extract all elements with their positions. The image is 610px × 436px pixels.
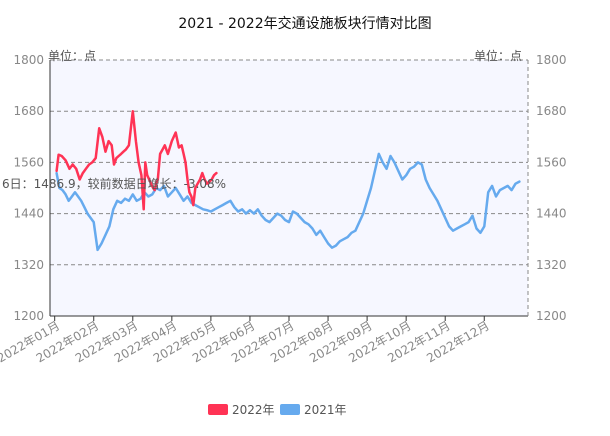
y-tick-labels-left: 1200 1320 1440 1560 1680 1800	[13, 53, 44, 323]
legend-swatch	[208, 404, 228, 415]
series-line-2021	[55, 152, 521, 252]
grid-lines	[50, 59, 528, 266]
y-tick-label-left: 1800	[13, 53, 44, 67]
legend-entry: 2022年	[232, 403, 275, 417]
x-tick-labels: 2022年01月2022年02月2022年03月2022年04月2022年05月…	[0, 316, 492, 366]
series-line-2022	[55, 109, 218, 211]
y-tick-label-right: 1800	[536, 53, 567, 67]
series-layer	[55, 109, 521, 252]
y-tick-label-left: 1560	[13, 155, 44, 169]
y-tick-label-right: 1680	[536, 104, 567, 118]
y-tick-label-right: 1440	[536, 207, 567, 221]
legend: 2022年 2021年	[208, 403, 347, 417]
plot-area	[50, 60, 528, 316]
y-tick-label-left: 1440	[13, 207, 44, 221]
y-tick-label-right: 1200	[536, 309, 567, 323]
y-tick-label-left: 1680	[13, 104, 44, 118]
y-tick-label-right: 1320	[536, 258, 567, 272]
chart-title: 2021 - 2022年交通设施板块行情对比图	[178, 15, 431, 32]
legend-swatch	[280, 404, 300, 415]
tooltip-annotation: 月6日：1486.9，较前数据日增长：-3.08%	[0, 176, 226, 191]
y-tick-labels-right: 1200 1320 1440 1560 1680 1800	[536, 53, 567, 323]
y-unit-label-right: 单位：点	[474, 48, 522, 63]
y-unit-label-left: 单位：点	[48, 48, 96, 63]
legend-entry: 2021年	[304, 403, 347, 417]
y-tick-label-left: 1320	[13, 258, 44, 272]
y-tick-label-right: 1560	[536, 155, 567, 169]
y-tick-label-left: 1200	[13, 309, 44, 323]
